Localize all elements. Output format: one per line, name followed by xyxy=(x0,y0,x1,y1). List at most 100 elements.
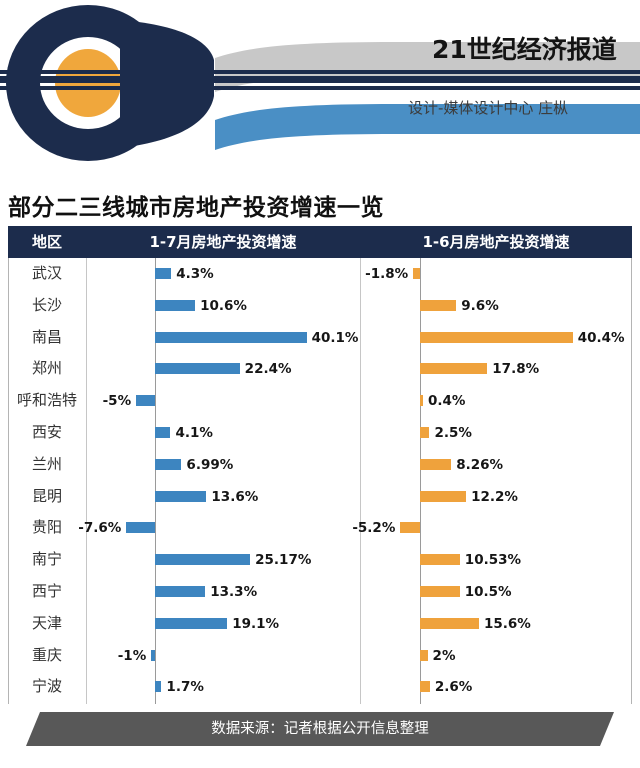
bar-1-7月房地产投资增速 xyxy=(155,363,240,375)
bar-1-7月房地产投资增速 xyxy=(155,458,182,470)
bar-value-label: -7.6% xyxy=(78,520,122,537)
bar-value-label: 13.6% xyxy=(211,488,259,505)
bar-1-7月房地产投资增速 xyxy=(136,395,155,407)
table-row: 郑州 22.4% 17.8% xyxy=(0,353,640,385)
source-banner: 数据来源：记者根据公开信息整理 xyxy=(26,712,614,746)
row-city-label: 昆明 xyxy=(31,486,62,505)
bar-value-label: -5% xyxy=(102,393,132,410)
bar-1-6月房地产投资增速 xyxy=(400,522,420,534)
table-row: 贵阳 -7.6% -5.2% xyxy=(0,512,640,544)
row-city-label: 西安 xyxy=(31,422,62,441)
bar-value-label: 40.4% xyxy=(577,329,625,346)
bar-value-label: -1% xyxy=(117,647,147,664)
bar-1-6月房地产投资增速 xyxy=(420,299,457,311)
bar-1-6月房地产投资增速 xyxy=(420,490,467,502)
column-header-jan-jun: 1-6月房地产投资增速 xyxy=(422,233,570,251)
bar-1-7月房地产投资增速 xyxy=(126,522,155,534)
bar-value-label: 1.7% xyxy=(166,679,204,696)
bar-1-6月房地产投资增速 xyxy=(420,426,430,438)
bar-1-7月房地产投资增速 xyxy=(155,554,251,566)
bar-1-6月房地产投资增速 xyxy=(420,458,452,470)
bar-1-6月房地产投资增速 xyxy=(420,649,428,661)
bar-value-label: 12.2% xyxy=(471,488,518,505)
bar-value-label: -5.2% xyxy=(352,520,396,537)
row-city-label: 西宁 xyxy=(31,581,62,600)
table-row: 天津 19.1% 15.6% xyxy=(0,608,640,640)
newspaper-logo-icon xyxy=(0,5,640,161)
table-row: 昆明 13.6% 12.2% xyxy=(0,481,640,513)
bar-1-6月房地产投资增速 xyxy=(420,617,479,629)
bar-1-6月房地产投资增速 xyxy=(420,554,460,566)
table-header-bar xyxy=(8,226,632,258)
bar-1-6月房地产投资增速 xyxy=(420,395,423,407)
row-city-label: 宁波 xyxy=(31,677,62,696)
bar-1-6月房地产投资增速 xyxy=(420,681,430,693)
bar-value-label: 10.5% xyxy=(464,583,512,600)
table-row: 武汉 4.3% -1.8% xyxy=(0,258,640,290)
bar-1-6月房地产投资增速 xyxy=(420,331,573,343)
bar-1-6月房地产投资增速 xyxy=(420,585,460,597)
bar-value-label: 17.8% xyxy=(492,361,540,378)
column-header-jan-jul: 1-7月房地产投资增速 xyxy=(149,233,297,251)
bar-value-label: 10.6% xyxy=(200,297,247,314)
source-text: 数据来源：记者根据公开信息整理 xyxy=(211,721,429,737)
bar-value-label: -1.8% xyxy=(365,266,409,282)
row-city-label: 郑州 xyxy=(31,359,62,378)
table-row: 西安 4.1% 2.5% xyxy=(0,417,640,449)
masthead-brand: 21世纪经济报道 xyxy=(432,35,617,64)
bar-value-label: 4.3% xyxy=(176,266,214,282)
grid-line-right-edge xyxy=(631,258,632,704)
row-city-label: 南昌 xyxy=(31,327,62,346)
row-city-label: 贵阳 xyxy=(31,518,62,537)
bar-value-label: 2.6% xyxy=(434,679,473,696)
bar-1-7月房地产投资增速 xyxy=(155,268,172,279)
footer: 数据来源：记者根据公开信息整理 xyxy=(0,712,640,752)
grid-line-column-divider xyxy=(360,258,361,704)
bar-1-7月房地产投资增速 xyxy=(155,617,228,629)
bar-1-7月房地产投资增速 xyxy=(155,681,162,693)
grid-line-region-divider xyxy=(86,258,87,704)
bar-value-label: 10.53% xyxy=(464,552,522,569)
table-row: 宁波 1.7% 2.6% xyxy=(0,671,640,703)
masthead: 21世纪经济报道 设计-媒体设计中心 庄枞 xyxy=(0,0,640,168)
chart-table: 地区 1-7月房地产投资增速 1-6月房地产投资增速 武汉 4.3% -1.8% 长沙… xyxy=(0,226,640,704)
bar-value-label: 2% xyxy=(432,647,456,664)
bar-value-label: 22.4% xyxy=(244,361,292,378)
bar-value-label: 0.4% xyxy=(428,393,466,410)
table-row: 长沙 10.6% 9.6% xyxy=(0,290,640,322)
row-city-label: 南宁 xyxy=(31,550,62,569)
bar-value-label: 40.1% xyxy=(311,329,359,346)
bar-value-label: 4.1% xyxy=(175,424,213,441)
bar-value-label: 8.26% xyxy=(456,456,504,473)
row-city-label: 重庆 xyxy=(31,645,62,664)
bar-value-label: 15.6% xyxy=(483,615,531,632)
chart-rows: 武汉 4.3% -1.8% 长沙 10.6% 9.6% 南昌 40.1% 40.4% 郑州 22.4… xyxy=(0,258,640,703)
bar-value-label: 9.6% xyxy=(461,297,499,314)
table-row: 兰州 6.99% 8.26% xyxy=(0,449,640,481)
row-city-label: 呼和浩特 xyxy=(16,391,77,410)
zero-line-series-1 xyxy=(155,258,156,704)
column-header-region: 地区 xyxy=(31,233,62,251)
page-title: 部分二三线城市房地产投资增速一览 xyxy=(8,195,384,221)
bar-1-7月房地产投资增速 xyxy=(155,490,207,502)
bar-1-6月房地产投资增速 xyxy=(420,363,488,375)
bar-1-7月房地产投资增速 xyxy=(155,585,206,597)
row-city-label: 天津 xyxy=(31,613,62,632)
bar-value-label: 6.99% xyxy=(186,456,234,473)
table-row: 重庆 -1% 2% xyxy=(0,640,640,672)
bar-value-label: 2.5% xyxy=(434,424,472,441)
table-row: 西宁 13.3% 10.5% xyxy=(0,576,640,608)
bar-1-6月房地产投资增速 xyxy=(413,268,420,279)
bar-1-7月房地产投资增速 xyxy=(155,331,307,343)
masthead-credit: 设计-媒体设计中心 庄枞 xyxy=(408,99,569,117)
bar-1-7月房地产投资增速 xyxy=(155,426,171,438)
grid-line-left-edge xyxy=(8,258,9,704)
bar-value-label: 19.1% xyxy=(232,615,280,632)
row-city-label: 长沙 xyxy=(31,295,62,314)
table-row: 呼和浩特 -5% 0.4% xyxy=(0,385,640,417)
bar-1-7月房地产投资增速 xyxy=(151,649,155,661)
zero-line-series-2 xyxy=(420,258,421,704)
row-city-label: 兰州 xyxy=(31,454,62,473)
bar-value-label: 25.17% xyxy=(255,552,312,569)
bar-1-7月房地产投资增速 xyxy=(155,299,196,311)
